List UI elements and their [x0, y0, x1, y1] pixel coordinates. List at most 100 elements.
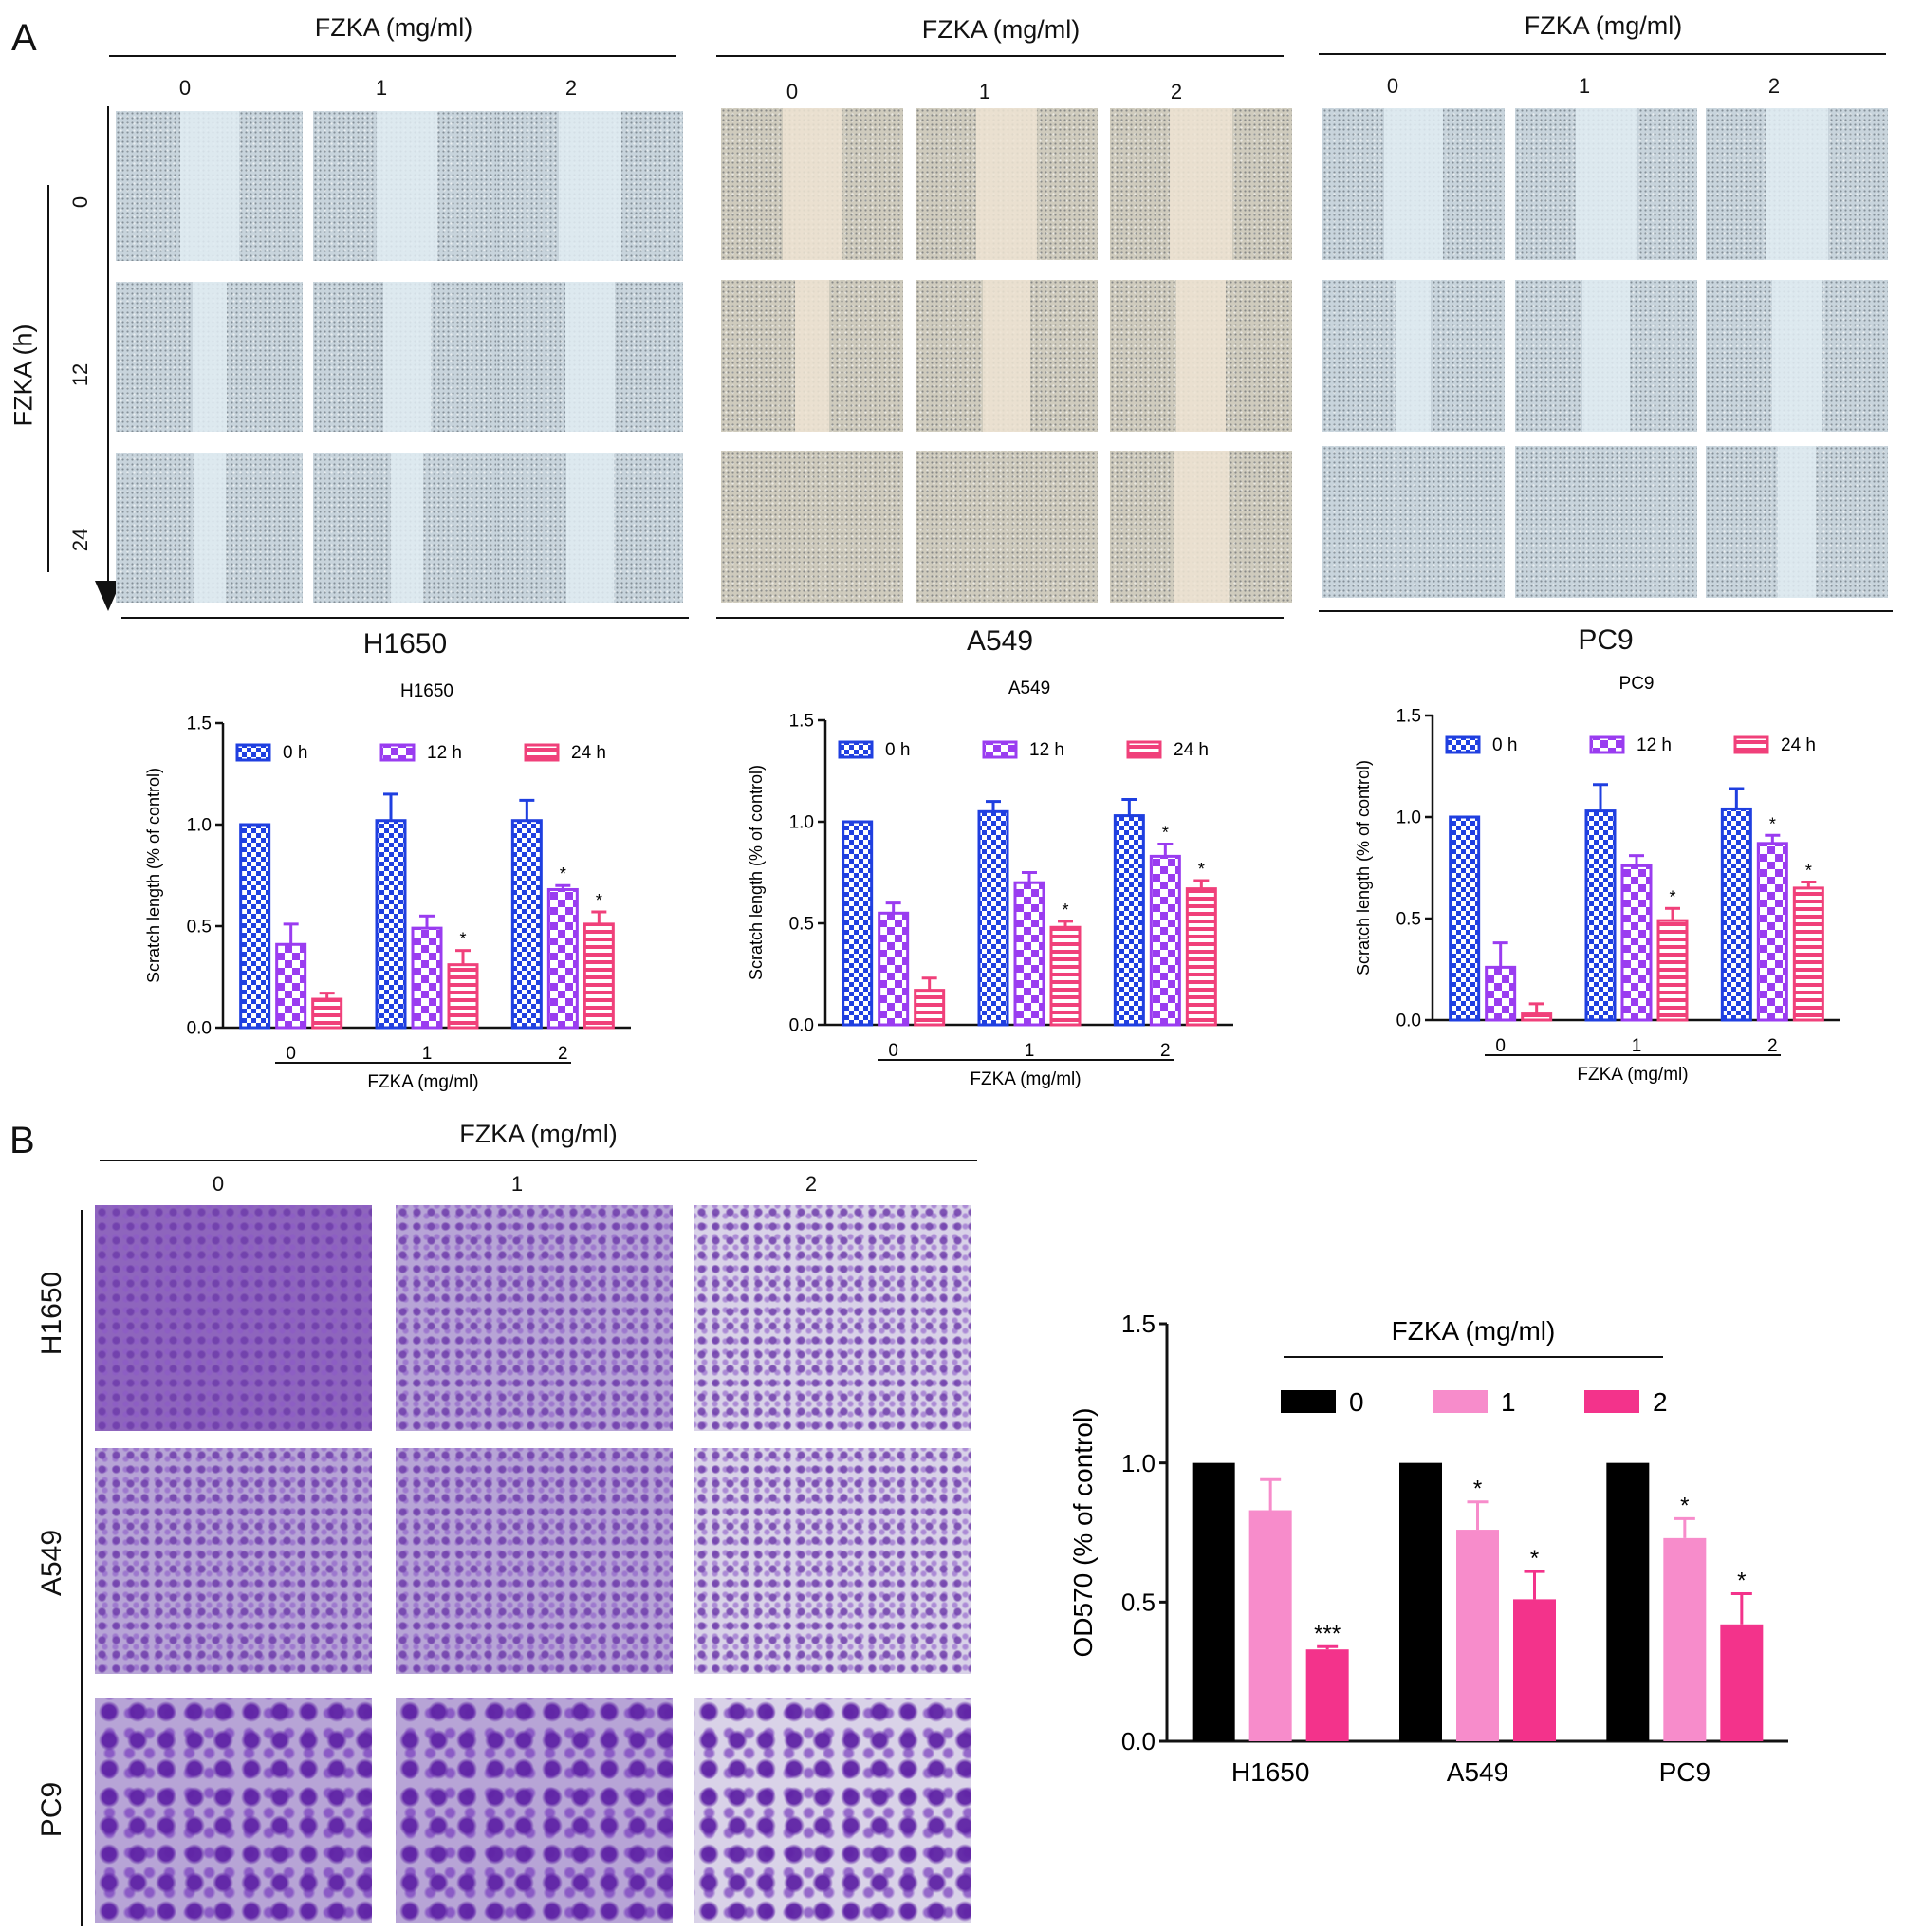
significance-mark: * [1680, 1493, 1689, 1518]
transwell-conc-label: 1 [510, 1172, 524, 1196]
scratch-micrograph [496, 282, 683, 432]
bar [510, 819, 543, 1030]
significance-mark: * [1769, 814, 1776, 833]
scratch-micrograph [1515, 108, 1697, 260]
bar [1305, 1649, 1349, 1741]
y-axis-label: Scratch length (% of control) [1354, 760, 1373, 975]
y-tick-label: 0.5 [1121, 1588, 1156, 1616]
scratch-gap [983, 280, 1030, 432]
transwell-row-rule [81, 1210, 83, 1926]
y-tick-label: 0.0 [789, 1016, 814, 1036]
bar [1013, 881, 1045, 1027]
x-axis-label: FZKA (mg/ml) [1577, 1065, 1688, 1085]
conc-label: 2 [564, 76, 578, 100]
group-header-h1650: FZKA (mg/ml) [314, 13, 473, 42]
bar [1399, 1462, 1442, 1741]
significance-mark: * [1530, 1546, 1539, 1571]
legend-swatch [379, 743, 416, 762]
scratch-gap [1384, 108, 1443, 260]
scratch-gap [976, 108, 1037, 260]
scratch-gap [564, 282, 615, 432]
legend-label: 0 h [885, 740, 910, 760]
bar [1663, 1537, 1707, 1741]
conc-label: 1 [978, 80, 991, 103]
panel-letter-a: A [11, 17, 37, 59]
scratch-micrograph [116, 111, 303, 261]
legend-swatch [982, 740, 1018, 759]
legend-swatch [1445, 735, 1481, 754]
legend-label: 12 h [427, 743, 462, 763]
transwell-row-label-pc9: PC9 [36, 1781, 67, 1838]
legend-swatch [838, 740, 874, 759]
x-tick-label: 2 [1767, 1036, 1778, 1056]
time-label: 0 [68, 195, 92, 209]
x-tick-label: H1650 [1231, 1757, 1310, 1787]
significance-mark: * [1198, 860, 1205, 879]
y-tick-label: 1.5 [187, 715, 212, 734]
bar [1456, 1530, 1499, 1741]
bar [1248, 1510, 1292, 1741]
group-header-pc9: FZKA (mg/ml) [1524, 11, 1683, 40]
legend-swatch [235, 743, 271, 762]
bar [1149, 854, 1181, 1027]
scratch-gap [179, 111, 239, 261]
scratch-micrograph [1706, 446, 1888, 598]
significance-mark: * [560, 864, 566, 883]
x-tick-label: 1 [1025, 1041, 1035, 1061]
bar [1485, 965, 1517, 1022]
bar [1513, 1599, 1556, 1741]
transwell-micrograph [396, 1205, 673, 1431]
bar [1720, 807, 1752, 1022]
legend-label: 24 h [1174, 740, 1209, 760]
y-tick-label: 1.0 [789, 813, 814, 833]
transwell-micrograph [95, 1698, 372, 1923]
legend-swatch [1589, 735, 1625, 754]
bar [1113, 814, 1145, 1027]
bar [1656, 919, 1689, 1022]
y-tick-label: 0.0 [187, 1019, 212, 1039]
chart-title: PC9 [1619, 674, 1655, 694]
scratch-gap [1576, 108, 1637, 260]
legend-swatch [1733, 735, 1769, 754]
transwell-micrograph [95, 1205, 372, 1431]
y-tick-label: 1.5 [1396, 707, 1421, 727]
y-tick-label: 1.0 [1121, 1449, 1156, 1477]
bar [842, 820, 874, 1027]
conc-label: 1 [375, 76, 388, 100]
scratch-micrograph [116, 453, 303, 603]
scratch-micrograph [721, 451, 903, 603]
cell-line-rule [1319, 610, 1893, 612]
legend-label: 2 [1653, 1387, 1668, 1417]
scratch-micrograph [116, 282, 303, 432]
bar [1049, 925, 1082, 1027]
y-axis-label: Scratch length (% of control) [144, 768, 163, 983]
transwell-micrograph [694, 1698, 971, 1923]
x-axis-label: FZKA (mg/ml) [970, 1069, 1081, 1089]
scratch-micrograph [916, 108, 1098, 260]
transwell-row-label-h1650: H1650 [36, 1271, 67, 1356]
scratch-gap [795, 280, 829, 432]
bar [546, 887, 579, 1030]
y-tick-label: 1.0 [187, 816, 212, 836]
bar [447, 963, 479, 1030]
scratch-gap [193, 453, 226, 603]
significance-mark: * [1737, 1569, 1746, 1594]
scratch-micrograph [721, 108, 903, 260]
cell-line-rule [716, 617, 1284, 619]
cell-line-name-h1650: H1650 [362, 628, 448, 659]
transwell-row-label-a549: A549 [36, 1529, 67, 1597]
bar [1449, 815, 1481, 1022]
bar [1584, 809, 1617, 1022]
scratch-gap [382, 282, 431, 432]
significance-mark: * [1669, 887, 1675, 906]
bar [1720, 1624, 1764, 1741]
y-tick-label: 0.0 [1396, 1012, 1421, 1031]
scratch-micrograph [1322, 446, 1505, 598]
scratch-micrograph [1515, 446, 1697, 598]
y-tick-label: 1.5 [789, 712, 814, 732]
legend-title: FZKA (mg/ml) [1392, 1316, 1556, 1346]
scratch-gap [1582, 280, 1630, 432]
x-tick-label: A549 [1447, 1757, 1508, 1787]
x-tick-label: 1 [1632, 1036, 1642, 1056]
y-tick-label: 0.5 [1396, 910, 1421, 930]
